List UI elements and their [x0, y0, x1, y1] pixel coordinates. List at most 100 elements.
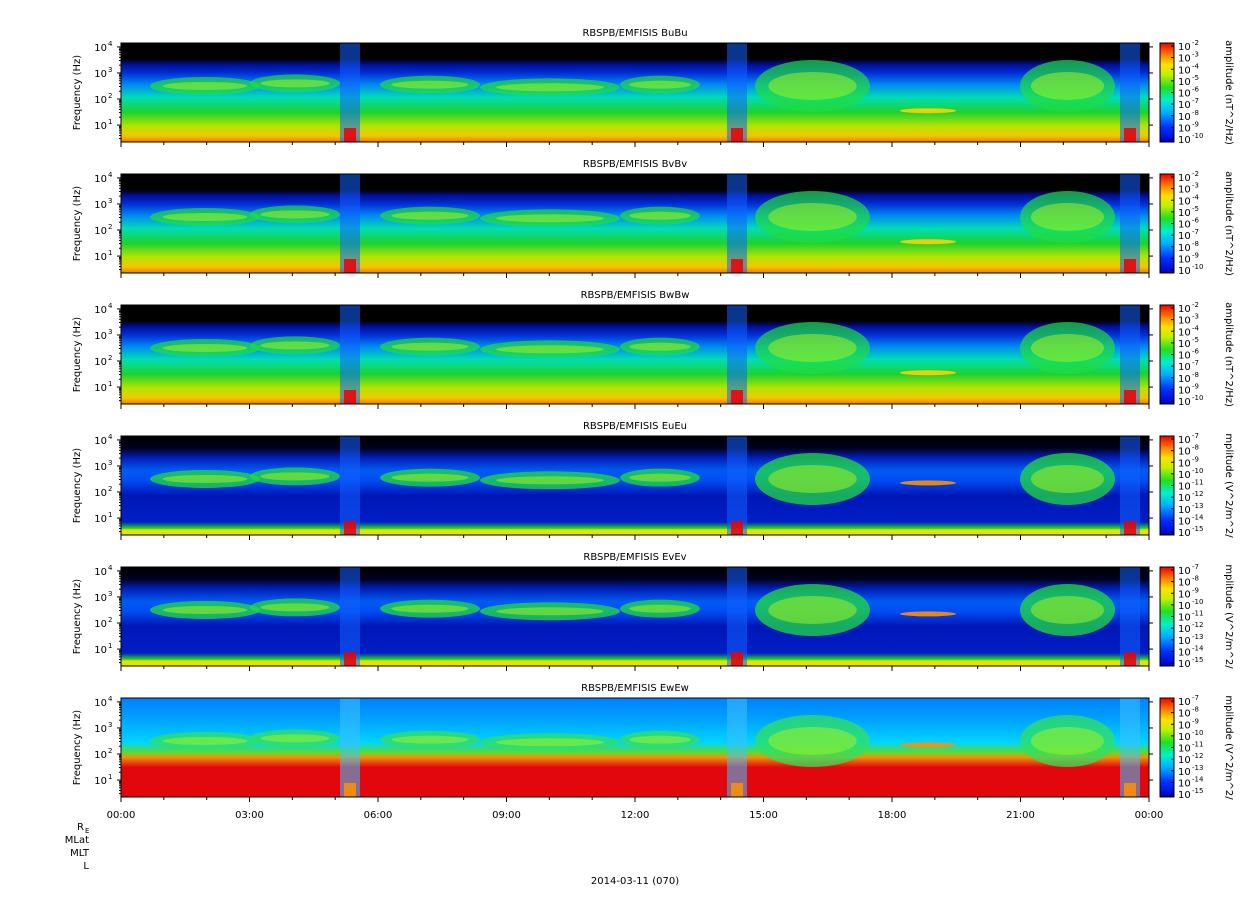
perigee-crossing [1120, 567, 1140, 666]
colorbar-tick-label: 10 [1178, 697, 1191, 708]
perigee-crossing [1120, 305, 1140, 404]
colorbar-tick-exponent: -3 [1192, 51, 1199, 59]
y-axis-label: Frequency (Hz) [72, 448, 83, 524]
colorbar-tick-exponent: -5 [1192, 74, 1199, 82]
colorbar-tick-label: 10 [1178, 732, 1191, 743]
y-tick-exponent: 2 [108, 747, 112, 755]
perigee-crossing [340, 698, 360, 797]
colorbar-tick-label: 10 [1178, 720, 1191, 731]
panel-title: RBSPB/EMFISIS EuEu [583, 421, 687, 432]
y-tick-label: 10 [94, 567, 107, 578]
perigee-crossing [727, 567, 747, 666]
y-tick-exponent: 3 [108, 197, 112, 205]
colorbar-tick-label: 10 [1178, 65, 1191, 76]
perigee-core [1124, 783, 1136, 797]
perigee-core [344, 521, 356, 535]
colorbar-tick-exponent: -7 [1192, 228, 1199, 236]
y-tick-label: 10 [94, 357, 107, 368]
emission-core [162, 81, 248, 90]
y-axis-label: Frequency (Hz) [72, 317, 83, 393]
colorbar-tick-label: 10 [1178, 89, 1191, 100]
colorbar-label: mplitude (V^2/m^2/ [1223, 695, 1234, 800]
perigee-core [344, 259, 356, 273]
colorbar-tick-exponent: -14 [1192, 644, 1204, 652]
y-tick-label: 10 [94, 252, 107, 263]
y-axis-label: Frequency (Hz) [72, 55, 83, 131]
x-tick-label: 21:00 [1006, 810, 1035, 821]
colorbar-tick-label: 10 [1178, 482, 1191, 493]
colorbar-tick-exponent: -14 [1192, 513, 1204, 521]
y-tick-label: 10 [94, 69, 107, 80]
colorbar-tick-exponent: -13 [1192, 633, 1203, 641]
colorbar-tick-label: 10 [1178, 316, 1191, 327]
colorbar-tick-label: 10 [1178, 447, 1191, 458]
perigee-crossing [340, 436, 360, 535]
emission-core [391, 80, 469, 89]
colorbar-tick-label: 10 [1178, 397, 1191, 408]
y-tick-exponent: 1 [108, 249, 112, 257]
colorbar-tick-label: 10 [1178, 362, 1191, 373]
colorbar-tick-exponent: -9 [1192, 251, 1199, 259]
colorbar-tick-exponent: -4 [1192, 193, 1200, 201]
colorbar-tick-exponent: -9 [1192, 586, 1199, 594]
emission-streak [900, 480, 956, 486]
y-tick-label: 10 [94, 121, 107, 132]
y-tick-label: 10 [94, 619, 107, 630]
date-label: 2014-03-11 (070) [591, 876, 679, 887]
emission-core [768, 202, 857, 231]
emission-core [768, 726, 857, 755]
perigee-crossing [727, 43, 747, 142]
colorbar-tick-label: 10 [1178, 636, 1191, 647]
colorbar-tick-exponent: -8 [1192, 444, 1199, 452]
panel-title: RBSPB/EMFISIS EvEv [583, 552, 686, 563]
colorbar-label: amplitude (nT^2/Hz) [1223, 40, 1234, 145]
emission-core [162, 343, 248, 352]
emission-streak [900, 239, 956, 245]
emission-core [162, 212, 248, 221]
colorbar-tick-exponent: -8 [1192, 706, 1199, 714]
emission-core [391, 473, 469, 482]
colorbar-tick-exponent: -8 [1192, 371, 1199, 379]
colorbar-tick-exponent: -13 [1192, 502, 1203, 510]
y-axis-label: Frequency (Hz) [72, 186, 83, 262]
emission-core [629, 211, 691, 220]
colorbar-tick-label: 10 [1178, 54, 1191, 65]
colorbar-tick-exponent: -10 [1192, 394, 1203, 402]
y-tick-label: 10 [94, 226, 107, 237]
spectrogram-band [121, 43, 1149, 142]
y-tick-label: 10 [94, 462, 107, 473]
colorbar-tick-label: 10 [1178, 185, 1191, 196]
colorbar-tick-exponent: -12 [1192, 490, 1203, 498]
colorbar-tick-label: 10 [1178, 220, 1191, 231]
y-tick-label: 10 [94, 724, 107, 735]
ephemeris-label: L [83, 861, 89, 872]
emission-core [496, 476, 604, 485]
colorbar-tick-exponent: -11 [1192, 741, 1203, 749]
y-tick-label: 10 [94, 514, 107, 525]
colorbar-tick-exponent: -9 [1192, 382, 1199, 390]
ephemeris-label: R [77, 822, 84, 833]
x-tick-label: 00:00 [1135, 810, 1164, 821]
colorbar-tick-label: 10 [1178, 778, 1191, 789]
colorbar-tick-label: 10 [1178, 100, 1191, 111]
colorbar-tick-label: 10 [1178, 624, 1191, 635]
emission-core [162, 605, 248, 614]
spectrogram-band [121, 436, 1149, 535]
emission-core [260, 210, 330, 219]
y-tick-label: 10 [94, 200, 107, 211]
colorbar-tick-exponent: -7 [1192, 359, 1199, 367]
emission-core [768, 71, 857, 100]
colorbar-tick-exponent: -7 [1192, 694, 1199, 702]
colorbar-tick-exponent: -10 [1192, 263, 1203, 271]
panel-title: RBSPB/EMFISIS EwEw [581, 683, 689, 694]
perigee-core [1124, 128, 1136, 142]
colorbar-tick-label: 10 [1178, 266, 1191, 277]
perigee-crossing [727, 698, 747, 797]
emission-core [496, 738, 604, 747]
y-tick-exponent: 3 [108, 590, 112, 598]
colorbar-tick-label: 10 [1178, 173, 1191, 184]
